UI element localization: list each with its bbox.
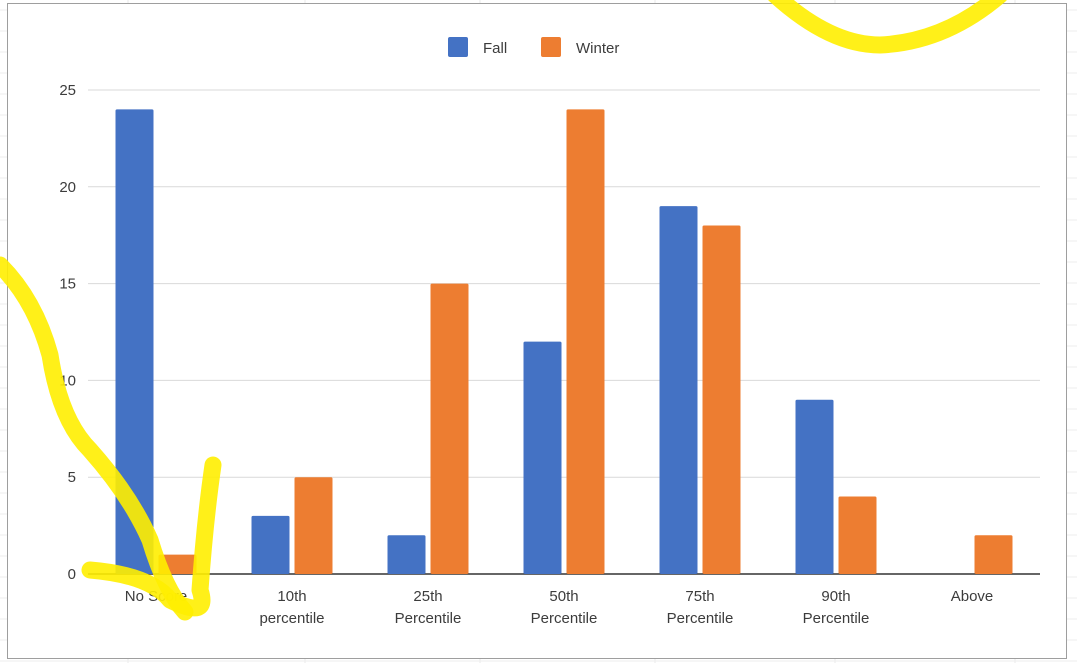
x-tick-label: 75th	[685, 588, 714, 605]
y-tick-label: 15	[59, 276, 76, 293]
y-tick-label: 25	[59, 82, 76, 99]
highlight-stroke-left	[0, 256, 194, 621]
y-tick-label: 20	[59, 179, 76, 196]
x-tick-label: 50th	[549, 588, 578, 605]
x-tick-label: Percentile	[395, 610, 462, 627]
y-tick-label: 5	[68, 469, 76, 486]
bar-winter-5[interactable]	[838, 496, 877, 574]
x-tick-label: Percentile	[531, 610, 598, 627]
highlight-loop-no-score	[81, 456, 222, 617]
bar-winter-4[interactable]	[702, 225, 741, 574]
legend-swatch-fall	[448, 37, 468, 57]
gridlines	[88, 89, 1040, 575]
bar-winter-2[interactable]	[430, 283, 469, 574]
bar-winter-1[interactable]	[294, 477, 333, 574]
x-tick-label: 10th	[277, 588, 306, 605]
legend: Fall Winter	[448, 37, 619, 57]
x-tick-label: Above	[951, 588, 994, 605]
bars	[115, 109, 1013, 575]
bar-fall-1[interactable]	[251, 515, 290, 574]
highlighter-annotations	[0, 0, 1007, 621]
x-axis-labels: No Score 10thpercentile25thPercentile50th…	[125, 588, 994, 627]
bar-winter-3[interactable]	[566, 109, 605, 575]
x-tick-label: percentile	[259, 610, 324, 627]
bar-fall-5[interactable]	[795, 399, 834, 574]
x-tick-label: Percentile	[667, 610, 734, 627]
x-tick-label: 25th	[413, 588, 442, 605]
bar-fall-2[interactable]	[387, 535, 426, 574]
bar-fall-3[interactable]	[523, 341, 562, 574]
legend-label-fall: Fall	[483, 40, 507, 57]
x-tick-label: 90th	[821, 588, 850, 605]
y-tick-label: 0	[68, 566, 76, 583]
legend-swatch-winter	[541, 37, 561, 57]
bar-fall-0[interactable]	[115, 109, 154, 575]
bar-winter-6[interactable]	[974, 535, 1013, 574]
legend-label-winter: Winter	[576, 40, 619, 57]
highlight-arc-top	[768, 0, 1007, 54]
bar-fall-4[interactable]	[659, 206, 698, 574]
x-tick-label: Percentile	[803, 610, 870, 627]
